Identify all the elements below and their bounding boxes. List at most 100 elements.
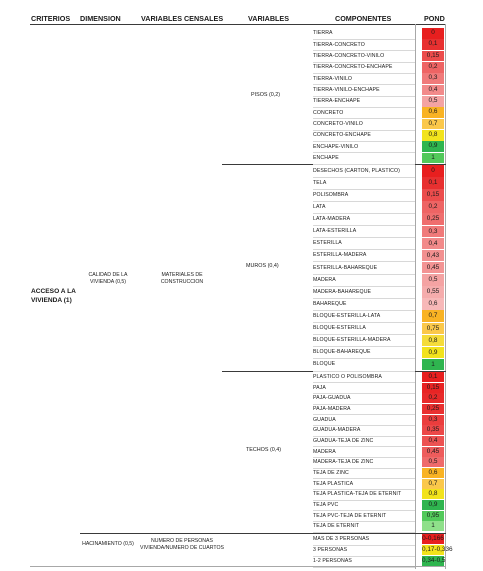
pond-value: 0: [431, 167, 435, 174]
pond-cell: 0,3: [422, 225, 444, 238]
row-separator: [313, 467, 415, 468]
component-label: BAHAREQUE: [313, 300, 347, 307]
row-separator: [313, 414, 415, 415]
pond-cell: 0,75: [422, 322, 444, 335]
pond-cell: 0,1: [422, 177, 444, 189]
pond-value: 1: [431, 360, 435, 368]
variable-censal-personas: NUMERO DE PERSONAS VIVIENDA/NUMERO DE CU…: [140, 538, 224, 551]
row-separator: [313, 392, 415, 394]
pond-value: 0,3: [428, 227, 438, 235]
component-label: MADERA-TEJA DE ZINC: [313, 459, 374, 466]
pond-value: 0,45: [426, 447, 440, 455]
component-label: BLOQUE: [313, 361, 336, 368]
header-variables-censales: VARIABLES CENSALES: [141, 14, 224, 23]
component-label: POLISOMBRA: [313, 191, 349, 198]
pond-column-divider: [415, 24, 416, 569]
component-label: GUADUA-MADERA: [313, 427, 361, 434]
row-separator: [313, 38, 415, 40]
pond-cell: 0,6: [422, 298, 444, 310]
pond-value: 0,43: [426, 251, 440, 259]
row-separator: [313, 188, 415, 190]
pond-cell: 0,15: [422, 189, 444, 201]
row-separator: [313, 200, 415, 202]
pond-cell: 0-0,166: [422, 534, 444, 545]
pond-value: 0,6: [428, 469, 438, 476]
variable-techos: TECHOS (0,4): [246, 447, 282, 453]
header-criterios: CRITERIOS: [31, 14, 71, 23]
component-label: TIERRA-VINILO-ENCHAPE: [313, 86, 380, 93]
row-separator: [313, 499, 415, 500]
pond-cell: 0,45: [422, 446, 444, 457]
component-label: TEJA PLASTICA: [313, 480, 354, 487]
row-separator: [313, 382, 415, 383]
pond-value: 1: [431, 522, 435, 530]
variable-censal-materiales: MATERIALES DE CONSTRUCCION: [160, 272, 204, 285]
component-label: TEJA DE ZINC: [313, 469, 349, 476]
pond-value: 0,5: [428, 458, 438, 466]
pond-value: 0,6: [428, 300, 438, 308]
row-separator: [313, 544, 415, 545]
component-label: TIERRA-CONCRETO: [313, 41, 365, 48]
pond-cell: 0,34-0,5: [422, 556, 445, 567]
pond-value: 0,15: [426, 191, 440, 199]
pond-value: 0,55: [426, 288, 440, 296]
row-separator: [313, 531, 415, 532]
component-label: PAJA: [313, 384, 326, 391]
pond-value: 0,2: [428, 203, 438, 211]
row-separator: [313, 95, 415, 96]
pond-cell: 0,8: [422, 334, 444, 347]
pond-value: 0,2: [428, 63, 438, 70]
pond-cell: 0,7: [422, 478, 444, 489]
pond-value: 0,1: [428, 179, 438, 187]
pond-value: 0,35: [426, 426, 440, 434]
pond-value: 0,3: [428, 74, 438, 82]
pond-cell: 0,2: [422, 201, 444, 213]
row-separator: [313, 261, 415, 262]
pond-cell: 0,4: [422, 436, 444, 447]
pond-value: 0,25: [426, 215, 440, 223]
component-label: MAS DE 3 PERSONAS: [313, 536, 370, 542]
pond-cell: 0,6: [422, 468, 444, 479]
pond-value: 0,2: [428, 394, 438, 402]
component-label: LATA-MADERA: [313, 216, 351, 223]
row-separator: [313, 118, 415, 119]
row-separator: [313, 435, 415, 436]
component-label: BLOQUE-ESTERILLA-LATA: [313, 312, 381, 319]
component-label: PAJA-MADERA: [313, 405, 351, 412]
pond-cell: 0,15: [422, 50, 444, 62]
component-label: PAJA-GUADUA: [313, 395, 351, 402]
row-separator: [313, 50, 415, 51]
pond-cell: 0,17-0,336: [422, 545, 453, 556]
pond-value: 0,6: [428, 108, 438, 116]
row-separator: [313, 424, 415, 426]
row-separator: [313, 129, 415, 130]
pond-cell: 0,6: [422, 107, 444, 119]
component-label: TIERRA-VINILO: [313, 75, 353, 82]
row-separator: [313, 140, 415, 142]
pond-cell: 0,5: [422, 457, 444, 468]
row-separator: [313, 152, 415, 153]
header-componentes: COMPONENTES: [335, 14, 392, 23]
pond-value: 0,15: [426, 383, 440, 391]
pond-value: 0,8: [428, 131, 438, 138]
component-label: TEJA DE ETERNIT: [313, 523, 360, 530]
component-label: TIERRA: [313, 30, 333, 37]
pond-cell: 0,55: [422, 286, 444, 298]
row-separator: [313, 446, 415, 447]
row-separator: [313, 488, 415, 490]
variable-muros: MUROS (0,4): [246, 263, 279, 269]
component-label: MADERA: [313, 448, 336, 455]
pond-cell: 0,35: [422, 425, 444, 436]
pond-cell: 0,1: [422, 372, 444, 383]
component-label: TIERRA-CONCRETO-ENCHAPE: [313, 64, 393, 71]
pond-cell: 1: [422, 358, 444, 371]
component-label: ESTERILLA-BAHAREQUE: [313, 264, 378, 271]
row-separator: [313, 555, 415, 556]
row-separator: [313, 225, 415, 226]
pond-value: 0,25: [426, 405, 440, 412]
pond-cell: 0,5: [422, 274, 444, 286]
pond-cell: 0,3: [422, 414, 444, 425]
pond-value: 0,7: [428, 119, 438, 127]
row-separator: [313, 297, 415, 299]
row-separator: [313, 176, 415, 178]
